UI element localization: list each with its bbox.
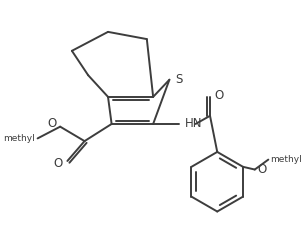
Text: O: O [54, 157, 63, 170]
Text: methyl: methyl [3, 134, 35, 143]
Text: O: O [257, 163, 267, 176]
Text: methyl: methyl [270, 155, 302, 164]
Text: S: S [175, 73, 182, 86]
Text: O: O [47, 117, 57, 129]
Text: O: O [215, 89, 224, 102]
Text: HN: HN [185, 118, 202, 130]
